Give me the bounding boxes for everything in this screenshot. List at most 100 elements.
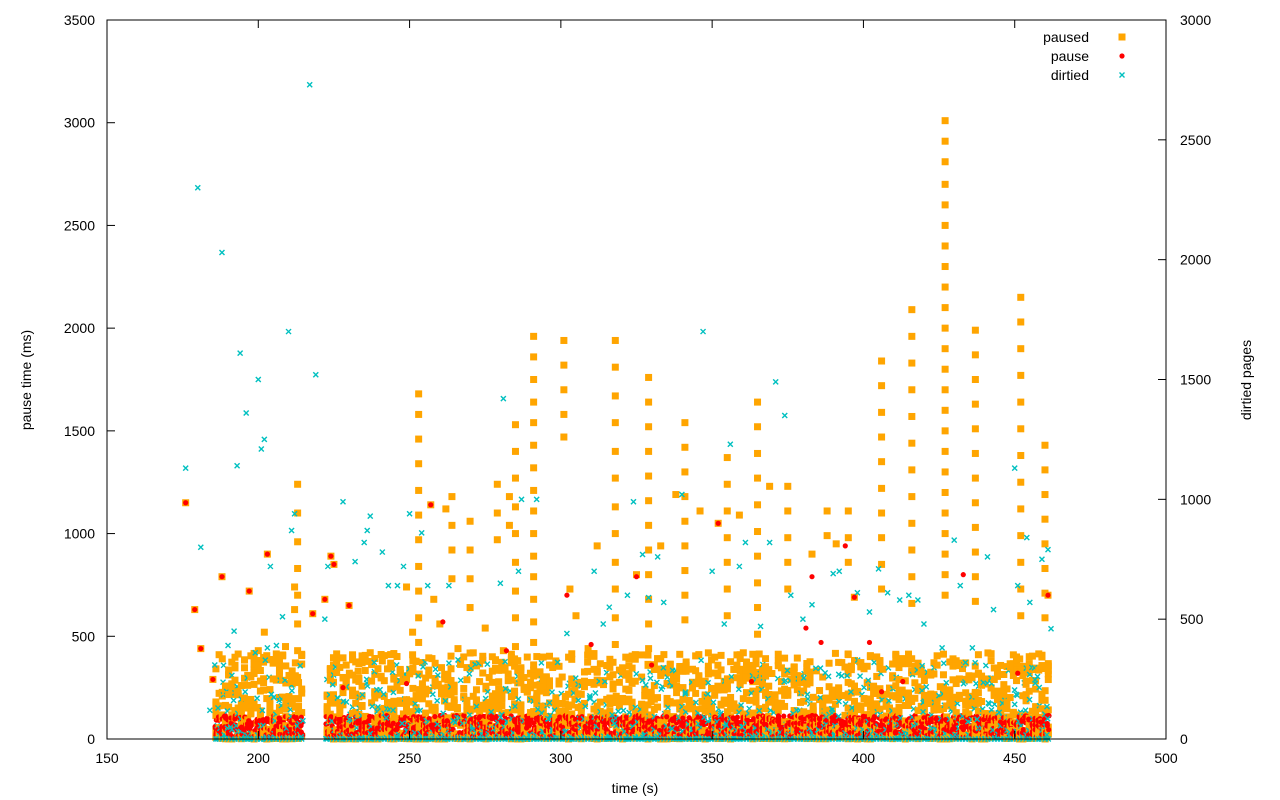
paused-dense-point: [765, 690, 773, 698]
paused-dense-point: [418, 680, 426, 688]
paused-dense-point: [704, 666, 712, 674]
paused-point: [530, 507, 538, 515]
dirtied-dense-point: [329, 681, 336, 688]
paused-dense-point: [800, 687, 808, 695]
paused-point: [681, 443, 689, 451]
dirtied-dense-point: [728, 673, 735, 680]
paused-dense-point: [939, 671, 947, 679]
paused-dense-point: [692, 706, 700, 714]
paused-dense-point: [631, 677, 639, 685]
paused-dense-point: [752, 698, 760, 706]
paused-dense-point: [762, 655, 770, 663]
paused-dense-point: [390, 673, 398, 681]
paused-point: [878, 458, 886, 466]
paused-dense-point: [355, 710, 363, 718]
paused-point: [415, 435, 423, 443]
paused-point: [366, 649, 374, 657]
paused-dense-point: [514, 657, 522, 665]
paused-dense-point: [847, 663, 855, 671]
paused-dense-point: [688, 684, 696, 692]
paused-dense-point: [974, 651, 982, 659]
paused-dense-point: [450, 699, 458, 707]
paused-dense-point: [987, 657, 995, 665]
paused-dense-point: [463, 696, 471, 704]
paused-point: [282, 643, 290, 651]
paused-dense-point: [650, 661, 658, 669]
paused-dense-point: [666, 668, 674, 676]
paused-dense-point: [295, 695, 303, 703]
paused-dense-point: [241, 664, 249, 672]
paused-point: [941, 221, 949, 229]
paused-dense-point: [412, 704, 420, 712]
paused-dense-point: [749, 650, 757, 658]
paused-point: [611, 474, 619, 482]
paused-dense-point: [536, 671, 544, 679]
dirtied-dense-point: [445, 660, 452, 667]
paused-dense-point: [619, 664, 627, 672]
paused-point: [294, 647, 302, 655]
paused-point: [754, 398, 762, 406]
paused-point: [430, 595, 438, 603]
paused-dense-point: [460, 684, 468, 692]
paused-dense-point: [628, 664, 636, 672]
paused-point: [832, 540, 840, 548]
paused-dense-point: [453, 704, 461, 712]
paused-dense-point: [638, 673, 646, 681]
paused-point: [754, 449, 762, 457]
paused-dense-point: [844, 651, 852, 659]
paused-dense-point: [596, 698, 604, 706]
paused-dense-point: [790, 677, 798, 685]
dirtied-dense-point: [554, 659, 561, 666]
paused-dense-point: [390, 716, 398, 724]
paused-dense-point: [275, 661, 283, 669]
dirtied-dense-point: [545, 716, 552, 723]
paused-point: [611, 336, 619, 344]
dirtied-dense-point: [639, 677, 646, 684]
paused-dense-point: [717, 666, 725, 674]
paused-dense-point: [755, 685, 763, 693]
paused-dense-point: [342, 661, 350, 669]
paused-point: [530, 398, 538, 406]
paused-dense-point: [298, 689, 306, 697]
paused-dense-point: [383, 698, 391, 706]
paused-point: [530, 332, 538, 340]
paused-dense-point: [736, 705, 744, 713]
paused-dense-point: [234, 650, 242, 658]
paused-dense-point: [870, 689, 878, 697]
paused-dense-point: [450, 681, 458, 689]
paused-point: [611, 363, 619, 371]
paused-dense-point: [609, 671, 617, 679]
paused-dense-point: [615, 698, 623, 706]
paused-point: [908, 519, 916, 527]
paused-point: [611, 503, 619, 511]
paused-dense-point: [679, 711, 687, 719]
paused-dense-point: [380, 677, 388, 685]
paused-dense-point: [517, 703, 525, 711]
paused-point: [415, 536, 423, 544]
dirtied-dense-point: [653, 679, 660, 686]
dirtied-dense-point: [466, 670, 473, 677]
paused-dense-point: [552, 694, 560, 702]
paused-dense-point: [339, 689, 347, 697]
paused-dense-point: [241, 656, 249, 664]
paused-dense-point: [577, 690, 585, 698]
pause-dense-point: [871, 713, 877, 720]
paused-point: [530, 618, 538, 626]
paused-dense-point: [844, 669, 852, 677]
paused-dense-point: [383, 665, 391, 673]
dirtied-dense-point: [838, 672, 845, 679]
paused-dense-point: [291, 659, 299, 667]
dirtied-dense-point: [383, 714, 390, 721]
paused-point: [415, 486, 423, 494]
paused-point: [878, 382, 886, 390]
paused-dense-point: [695, 673, 703, 681]
paused-dense-point: [819, 701, 827, 709]
paused-dense-point: [479, 652, 487, 660]
dirtied-dense-point: [572, 675, 579, 682]
paused-dense-point: [723, 708, 731, 716]
paused-dense-point: [606, 663, 614, 671]
pause-dense-point: [776, 714, 782, 720]
paused-dense-point: [237, 706, 245, 714]
paused-dense-point: [580, 699, 588, 707]
paused-dense-point: [533, 708, 541, 716]
